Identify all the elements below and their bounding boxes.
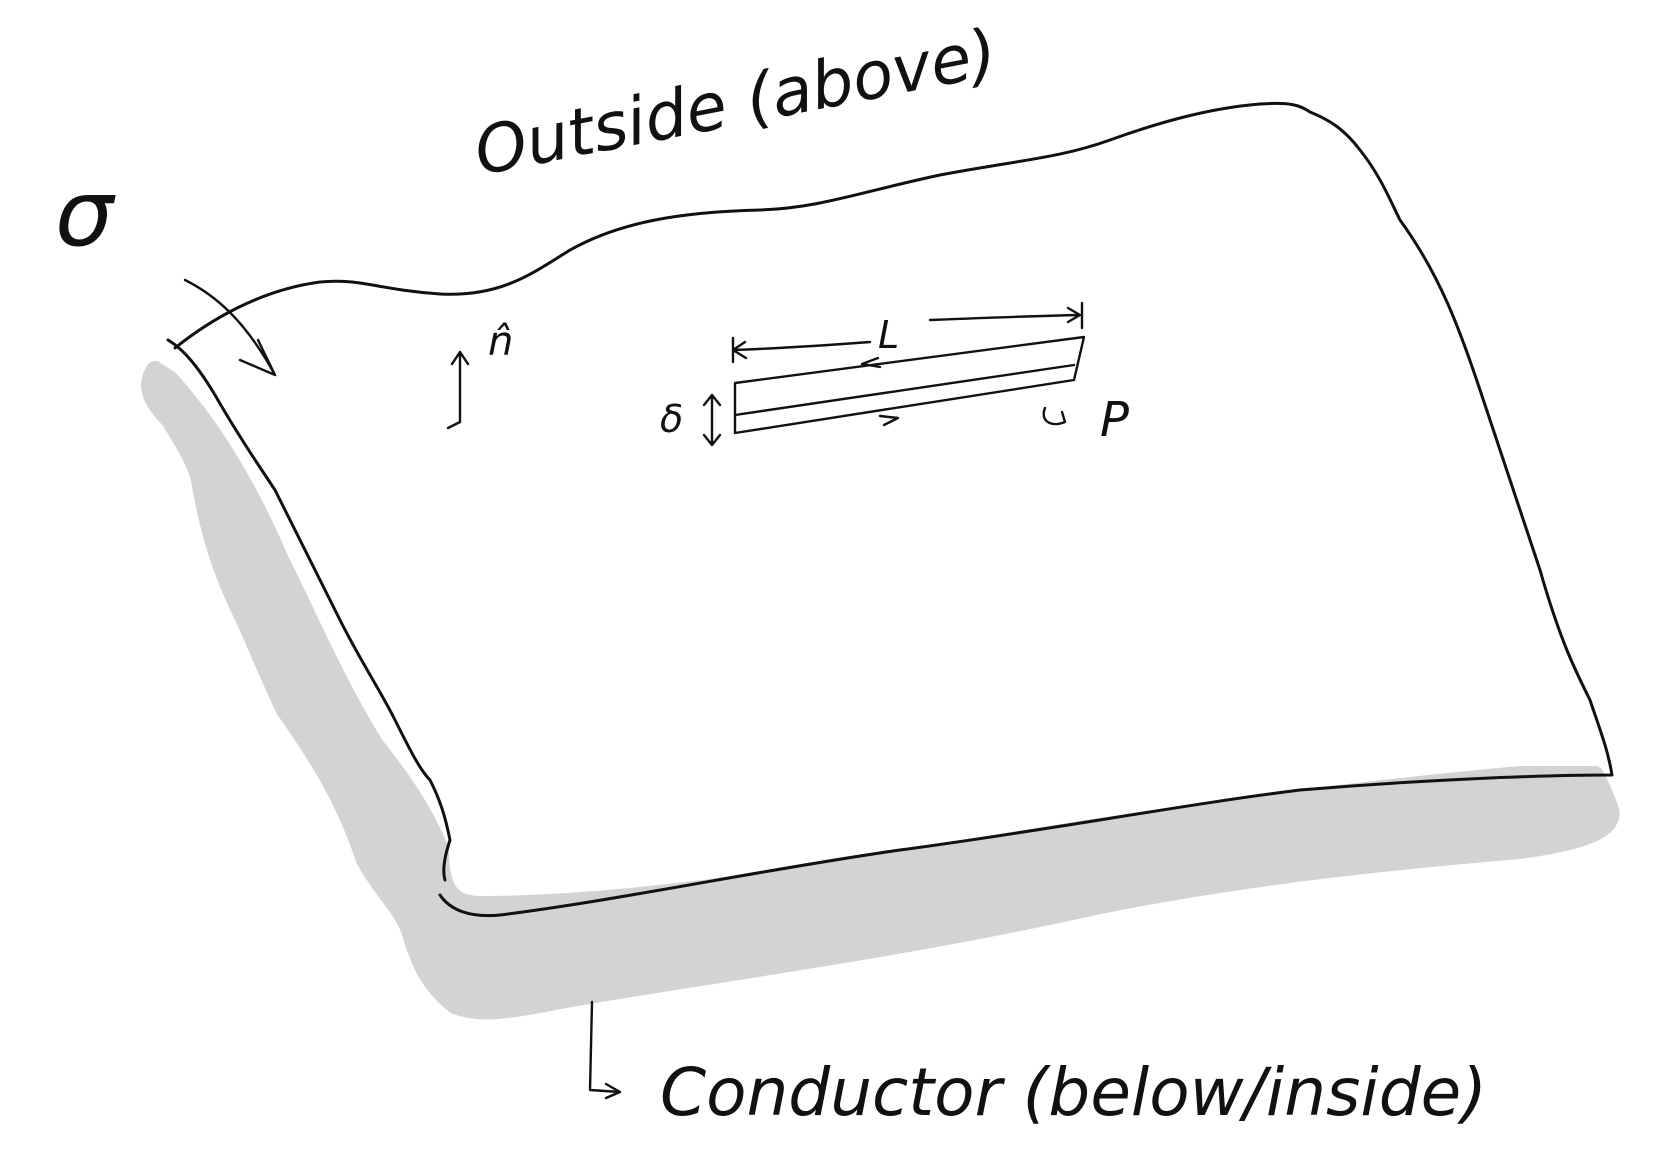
conductor-shading [141,361,1620,1020]
conductor-pointer-arrow [588,1000,622,1100]
normal-arrow-icon [446,350,470,430]
length-arrow-right [928,301,1084,330]
sigma-label: σ [55,160,116,267]
p-pointer-hook [1042,406,1067,426]
strip-top-arrow-icon [860,356,882,369]
outside-label: Outside (above) [468,14,1003,191]
thickness-arrow [702,393,722,447]
path-label: P [1100,392,1129,448]
length-label: L [878,313,899,357]
surface-sheet-outline [173,101,1614,918]
surface-sheet-left-edge [166,338,452,882]
length-arrow-left [731,336,872,364]
conductor-label: Conductor (below/inside) [660,1054,1487,1131]
thickness-label: δ [660,397,683,441]
sigma-pointer-arrow [183,278,277,377]
strip-midline [733,363,1076,417]
strip-bottom-arrow-icon [878,414,900,427]
normal-label: n̂ [488,319,513,365]
amperian-strip [733,335,1086,435]
